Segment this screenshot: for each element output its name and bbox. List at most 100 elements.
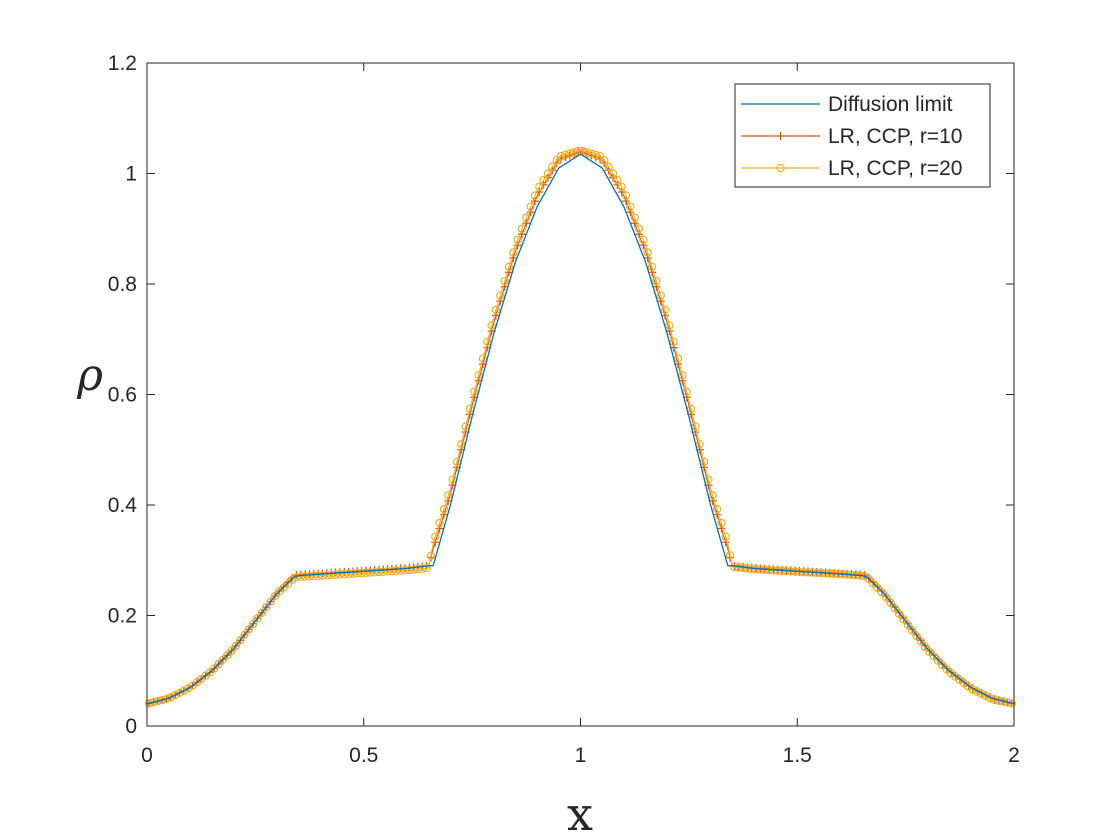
data-point-circle — [500, 277, 509, 286]
data-point-circle — [621, 191, 631, 200]
data-point-circle — [209, 664, 219, 673]
y-axis-label: ρ — [76, 350, 103, 401]
data-point-circle — [660, 305, 670, 315]
data-point-circle — [344, 569, 353, 579]
legend-label: LR, CCP, r=20 — [828, 157, 962, 180]
data-point-circle — [396, 566, 405, 575]
data-point-circle — [639, 235, 648, 244]
data-point-circle — [530, 191, 540, 200]
data-point-circle — [244, 625, 254, 634]
data-point-plus — [439, 510, 448, 519]
data-point-circle — [162, 694, 171, 704]
data-point-circle — [266, 597, 275, 606]
y-tick-label: 0.4 — [108, 494, 138, 517]
data-point-circle — [413, 564, 423, 574]
data-point-circle — [634, 224, 644, 233]
data-point-circle — [331, 570, 340, 579]
data-point-circle — [656, 291, 665, 300]
data-point-circle — [236, 636, 245, 645]
data-point-circle — [873, 583, 882, 593]
data-point-circle — [881, 593, 891, 602]
legend-marker-plus — [776, 132, 785, 140]
data-point-circle — [725, 551, 735, 560]
data-point-circle — [682, 387, 691, 396]
data-point-circle — [561, 150, 570, 160]
data-point-circle — [708, 491, 717, 500]
data-point-circle — [301, 572, 310, 581]
data-point-plus — [721, 538, 730, 547]
data-point-circle — [253, 614, 262, 623]
data-point-circle — [231, 641, 241, 651]
data-point-circle — [513, 235, 522, 244]
data-point-circle — [504, 262, 514, 272]
data-point-circle — [868, 579, 878, 588]
legend-label: LR, CCP, r=10 — [828, 125, 962, 148]
data-point-circle — [470, 387, 479, 396]
data-point-circle — [652, 277, 661, 286]
data-point-circle — [305, 572, 314, 581]
data-point-plus — [643, 254, 652, 263]
data-point-circle — [418, 564, 427, 573]
data-point-circle — [322, 571, 332, 580]
data-point-circle — [894, 609, 904, 619]
data-point-circle — [977, 689, 986, 699]
data-point-circle — [556, 152, 566, 161]
data-point-circle — [474, 370, 483, 380]
data-point-circle — [357, 568, 366, 578]
data-point-circle — [886, 598, 895, 607]
data-point-circle — [938, 661, 947, 670]
data-point-circle — [517, 224, 527, 233]
data-point-plus — [717, 524, 726, 533]
data-point-circle — [903, 620, 912, 630]
y-tick-label: 1.2 — [108, 52, 137, 75]
data-point-circle — [249, 619, 258, 628]
data-point-plus — [431, 538, 440, 547]
data-point-circle — [587, 149, 596, 158]
data-point-plus — [435, 524, 444, 533]
data-point-circle — [604, 162, 613, 172]
data-point-circle — [613, 175, 622, 185]
data-point-circle — [964, 682, 973, 691]
data-point-circle — [179, 686, 189, 695]
data-point-circle — [608, 169, 618, 178]
data-point-circle — [374, 567, 384, 577]
data-point-circle — [626, 202, 635, 211]
data-point-circle — [348, 569, 358, 578]
data-point-circle — [678, 370, 687, 380]
data-point-circle — [509, 248, 518, 257]
data-point-circle — [565, 149, 574, 158]
data-point-circle — [643, 248, 652, 257]
data-point-circle — [600, 156, 609, 165]
data-point-circle — [912, 631, 921, 641]
data-point-circle — [890, 604, 899, 613]
data-point-circle — [864, 574, 873, 584]
y-tick-label: 0 — [125, 715, 137, 738]
data-point-circle — [170, 690, 180, 700]
data-point-circle — [548, 162, 557, 172]
x-tick-label: 1.5 — [783, 744, 812, 767]
data-point-circle — [491, 305, 501, 315]
data-point-circle — [383, 567, 392, 576]
data-point-circle — [149, 698, 158, 707]
data-point-circle — [175, 688, 184, 698]
y-tick-label: 0.2 — [108, 605, 137, 628]
data-point-circle — [435, 518, 444, 528]
data-point-circle — [422, 564, 431, 573]
data-point-circle — [933, 656, 943, 666]
legend-entry: Diffusion limit — [741, 93, 953, 116]
legend-entry: LR, CCP, r=10 — [741, 125, 962, 148]
data-point-circle — [166, 693, 176, 702]
data-point-circle — [227, 646, 236, 656]
data-point-circle — [327, 570, 336, 580]
x-axis-label: x — [567, 787, 593, 840]
data-point-circle — [526, 202, 535, 211]
data-point-circle — [981, 691, 991, 701]
data-point-circle — [270, 591, 280, 601]
data-point-circle — [630, 213, 639, 222]
data-point-circle — [426, 551, 436, 561]
legend-marker-circle — [776, 163, 785, 173]
data-point-circle — [920, 642, 930, 652]
data-point-circle — [578, 146, 587, 156]
data-point-circle — [361, 568, 371, 578]
data-point-circle — [669, 337, 678, 347]
